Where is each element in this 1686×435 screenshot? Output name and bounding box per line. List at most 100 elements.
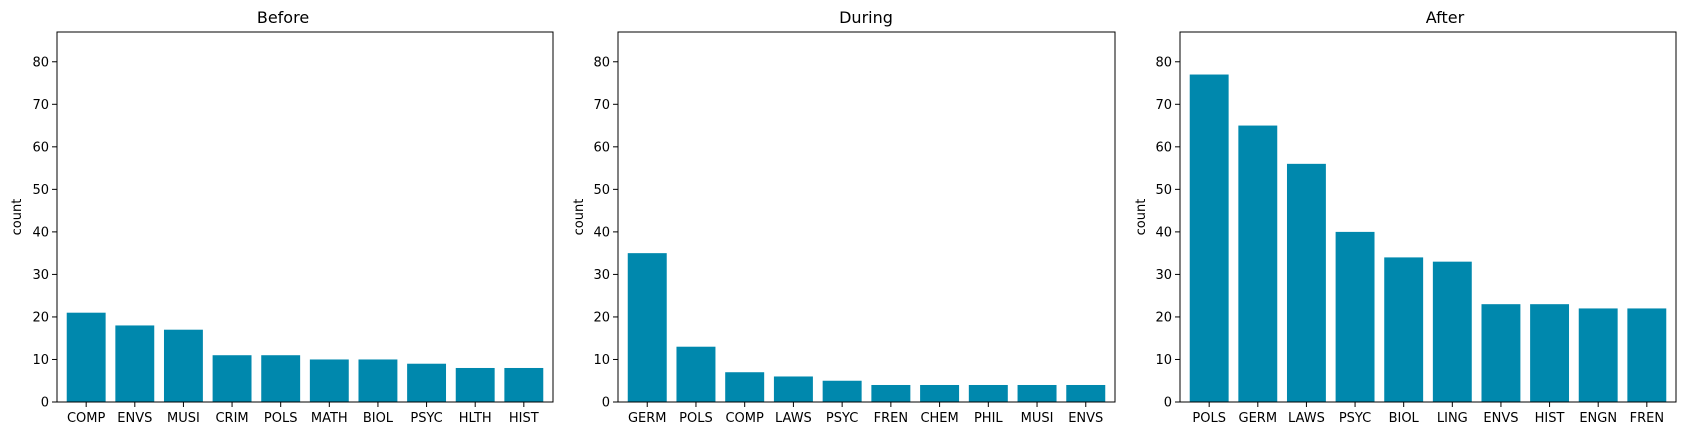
x-tick-label: ENVS (1068, 411, 1103, 426)
y-tick-label: 40 (32, 225, 49, 240)
x-tick-label: ENVS (1483, 411, 1518, 426)
bar-phil (968, 384, 1008, 402)
y-tick-label: 70 (593, 98, 610, 113)
y-tick-label: 80 (1155, 55, 1172, 70)
y-tick-label: 10 (32, 353, 49, 368)
y-axis-label: count (1134, 199, 1149, 236)
bar-germ (627, 253, 667, 402)
y-tick-label: 0 (1164, 396, 1172, 411)
y-tick-label: 20 (32, 310, 49, 325)
bar-engn (1578, 308, 1618, 402)
x-tick-label: LAWS (775, 411, 812, 426)
y-tick-label: 70 (32, 98, 49, 113)
y-tick-label: 40 (1155, 225, 1172, 240)
bar-musi (1017, 384, 1057, 402)
x-tick-label: HLTH (459, 411, 492, 426)
bar-fren (1627, 308, 1667, 402)
x-tick-label: POLS (264, 411, 298, 426)
bar-psyc (407, 363, 447, 402)
y-tick-label: 80 (593, 55, 610, 70)
bar-germ (1238, 125, 1278, 402)
x-tick-label: LAWS (1288, 411, 1325, 426)
x-tick-label: COMP (725, 411, 764, 426)
x-tick-label: PSYC (826, 411, 858, 426)
x-tick-label: PHIL (974, 411, 1003, 426)
x-tick-label: MUSI (167, 411, 200, 426)
y-tick-label: 40 (593, 225, 610, 240)
y-tick-label: 10 (1155, 353, 1172, 368)
panel-title: After (1426, 8, 1465, 27)
x-tick-label: MUSI (1021, 411, 1054, 426)
x-tick-label: HIST (509, 411, 539, 426)
y-tick-label: 0 (602, 396, 610, 411)
bar-hlth (455, 367, 495, 402)
bar-psyc (822, 380, 862, 402)
x-tick-label: LING (1437, 411, 1468, 426)
x-tick-label: PSYC (1339, 411, 1371, 426)
x-tick-label: FREN (874, 411, 908, 426)
panel-before: Before count COMP ENVS MUSI CRIM POLS MATH BIO… (10, 8, 554, 426)
bar-ling (1432, 261, 1472, 402)
x-tick-label: CRIM (215, 411, 248, 426)
y-tick-label: 10 (593, 353, 610, 368)
y-tick-label: 0 (41, 396, 49, 411)
x-tick-label: BIOL (1389, 411, 1420, 426)
bar-hist (504, 367, 544, 402)
y-axis-label: count (572, 199, 587, 236)
x-tick-label: POLS (679, 411, 713, 426)
y-tick-label: 20 (1155, 310, 1172, 325)
y-tick-label: 80 (32, 55, 49, 70)
x-tick-label: GERM (1239, 411, 1278, 426)
x-tick-label: ENVS (117, 411, 152, 426)
bar-biol (358, 359, 398, 402)
x-tick-label: ENGN (1579, 411, 1617, 426)
y-tick-label: 30 (1155, 268, 1172, 283)
bar-laws (1286, 163, 1326, 402)
y-tick-label: 60 (32, 140, 49, 155)
bar-hist (1530, 304, 1570, 402)
y-tick-label: 70 (1155, 98, 1172, 113)
bar-envs (1481, 304, 1521, 402)
bar-envs (1066, 384, 1106, 402)
y-tick-label: 20 (593, 310, 610, 325)
x-tick-label: POLS (1192, 411, 1226, 426)
panel-title: During (839, 8, 893, 27)
bar-math (309, 359, 349, 402)
x-tick-label: GERM (628, 411, 667, 426)
bar-pols (261, 355, 301, 402)
bar-musi (163, 329, 203, 402)
bar-pols (1189, 74, 1229, 402)
x-tick-label: BIOL (363, 411, 394, 426)
x-tick-label: COMP (67, 411, 106, 426)
y-tick-label: 50 (593, 183, 610, 198)
bar-comp (725, 372, 765, 402)
plot-frame (1179, 31, 1677, 403)
y-tick-label: 60 (1155, 140, 1172, 155)
panel-during: During count GERM POLS COMP LAWS PSYC FREN CHE… (572, 8, 1116, 426)
bar-envs (115, 325, 155, 402)
bar-psyc (1335, 231, 1375, 402)
y-tick-label: 30 (593, 268, 610, 283)
bar-biol (1384, 257, 1424, 402)
y-tick-label: 50 (32, 183, 49, 198)
y-tick-label: 50 (1155, 183, 1172, 198)
x-tick-label: PSYC (410, 411, 442, 426)
panel-after: After count POLS GERM LAWS PSYC BIOL LING ENVS… (1134, 8, 1677, 426)
bar-chem (920, 384, 960, 402)
x-tick-label: FREN (1630, 411, 1664, 426)
y-tick-label: 60 (593, 140, 610, 155)
bar-fren (871, 384, 911, 402)
x-tick-label: CHEM (920, 411, 958, 426)
y-axis-label: count (10, 199, 25, 236)
bar-laws (773, 376, 813, 402)
x-tick-label: HIST (1535, 411, 1565, 426)
bar-comp (66, 312, 106, 402)
plot-frame (617, 31, 1116, 403)
bar-crim (212, 355, 252, 402)
x-tick-label: MATH (311, 411, 348, 426)
y-tick-label: 30 (32, 268, 49, 283)
panel-title: Before (257, 8, 309, 27)
plot-frame (56, 31, 554, 403)
bar-pols (676, 346, 716, 402)
